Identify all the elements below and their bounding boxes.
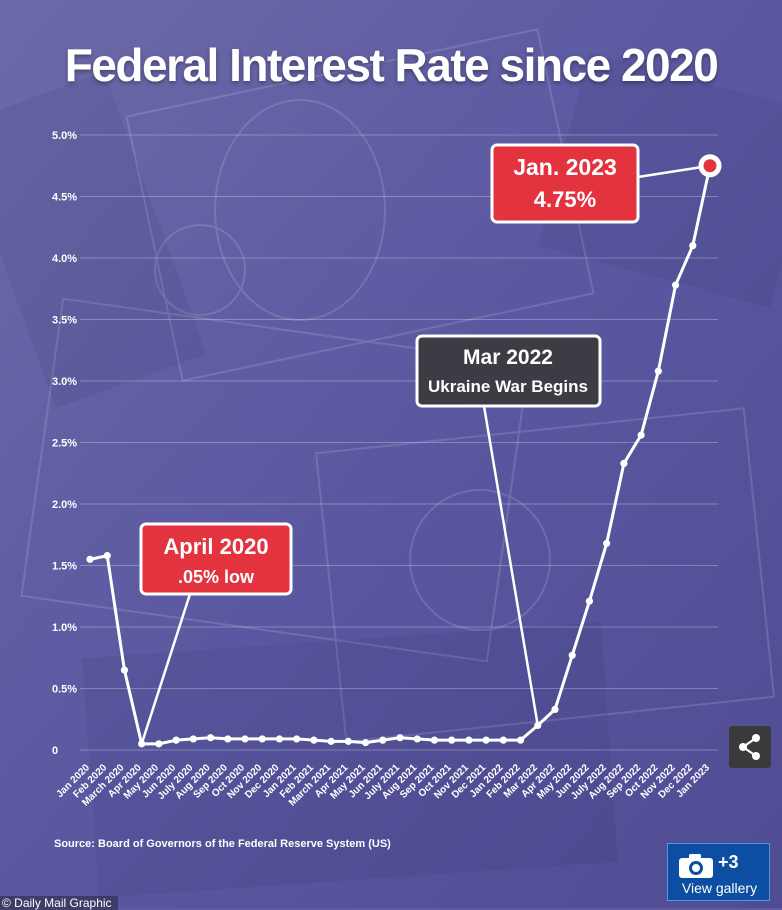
data-point <box>620 459 628 468</box>
data-point <box>568 651 576 659</box>
annotation-jan-2023-subtitle: 4.75% <box>534 187 596 212</box>
y-tick-label: 5.0% <box>52 130 77 142</box>
y-tick-label: 2.5% <box>52 438 77 450</box>
data-point <box>275 735 284 743</box>
data-point <box>86 555 94 563</box>
annotation-jan-2023: Jan. 2023 4.75% <box>490 143 640 224</box>
data-point <box>120 666 129 674</box>
annotation-pointer <box>637 164 711 179</box>
data-point <box>396 734 404 742</box>
camera-icon <box>679 854 713 878</box>
share-icon <box>739 734 760 760</box>
data-point <box>172 736 180 744</box>
y-tick-label: 4.0% <box>52 253 77 265</box>
data-points <box>86 154 722 748</box>
data-point <box>551 705 559 714</box>
data-point <box>138 740 146 748</box>
y-axis-ticks: 0 0.5% 1.0% 1.5% 2.0% 2.5% 3.0% 3.5% 4.0% 4.5% 5.0… <box>52 130 77 757</box>
data-point <box>103 552 111 560</box>
y-tick-label: 0.5% <box>52 684 77 696</box>
y-tick-label: 3.0% <box>52 376 77 388</box>
annotation-pointer <box>482 405 540 726</box>
data-point <box>206 734 215 742</box>
data-point <box>603 539 611 547</box>
gallery-label: View gallery <box>681 880 758 896</box>
y-tick-label: 3.5% <box>52 315 77 327</box>
data-point <box>499 736 507 744</box>
y-tick-label: 0 <box>52 745 58 757</box>
y-tick-label: 2.0% <box>52 499 77 511</box>
data-point <box>482 736 490 744</box>
data-point <box>654 367 662 375</box>
source-note: Source: Board of Governors of the Federa… <box>54 838 391 850</box>
data-point <box>689 242 697 250</box>
annotation-pointers <box>140 164 711 745</box>
data-point <box>361 739 370 747</box>
data-point-highlight <box>698 154 722 178</box>
page-title: Federal Interest Rate since 2020 <box>64 39 719 91</box>
annotation-jan-2023-title: Jan. 2023 <box>513 154 617 180</box>
y-tick-label: 4.5% <box>52 192 77 204</box>
data-point <box>430 736 439 744</box>
data-point <box>155 740 163 748</box>
annotation-april-2020: April 2020 .05% low <box>139 522 293 596</box>
data-point <box>344 737 352 745</box>
grid-lines <box>80 134 718 751</box>
data-point <box>327 737 335 745</box>
gallery-count: +3 <box>718 852 739 872</box>
data-point <box>379 736 387 744</box>
data-point <box>534 721 542 730</box>
series-line <box>89 165 712 746</box>
share-button[interactable] <box>729 726 771 768</box>
annotation-mar-2022: Mar 2022 Ukraine War Begins <box>415 334 602 408</box>
data-point <box>189 735 197 743</box>
data-point <box>310 736 318 744</box>
annotation-pointer <box>140 593 192 745</box>
data-point <box>241 735 249 743</box>
data-point <box>293 735 301 743</box>
y-tick-label: 1.5% <box>52 561 77 573</box>
data-point <box>671 281 680 289</box>
data-point <box>516 736 525 744</box>
y-tick-label: 1.0% <box>52 622 77 634</box>
annotation-mar-2022-title: Mar 2022 <box>463 346 553 369</box>
annotation-april-2020-title: April 2020 <box>163 534 268 559</box>
data-point <box>585 597 594 605</box>
credit-label: © Daily Mail Graphic <box>0 896 118 910</box>
data-point <box>448 736 456 744</box>
annotation-mar-2022-subtitle: Ukraine War Begins <box>428 377 588 396</box>
data-point <box>465 736 473 744</box>
data-point <box>637 431 645 439</box>
data-point <box>224 735 232 743</box>
annotation-april-2020-subtitle: .05% low <box>178 567 255 587</box>
data-point <box>258 735 266 743</box>
data-point <box>413 735 421 743</box>
view-gallery-button[interactable]: +3 View gallery <box>667 843 770 901</box>
